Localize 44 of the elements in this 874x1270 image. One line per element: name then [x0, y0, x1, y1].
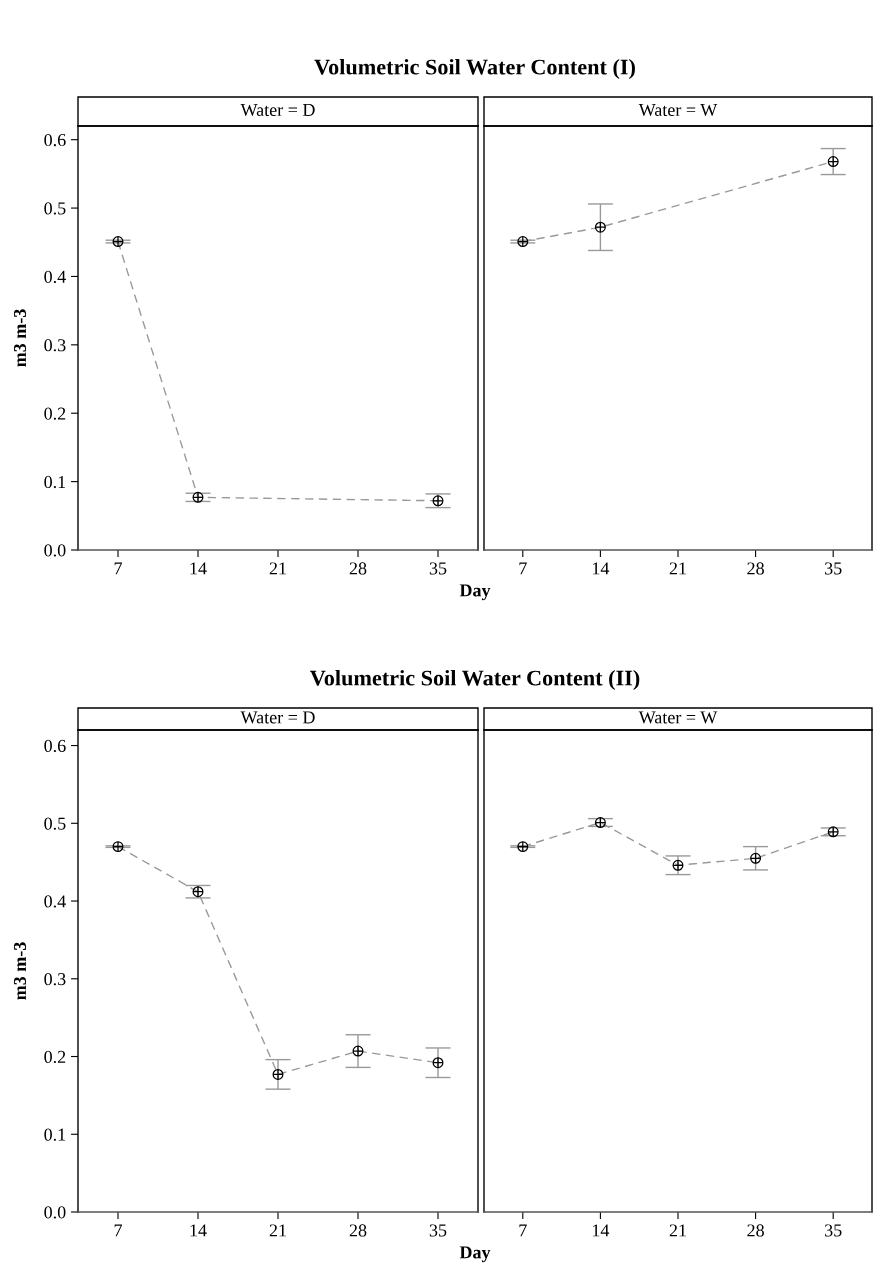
x-tick-label: 21 [669, 1224, 686, 1237]
chart-subtitle: Water = W [638, 104, 718, 117]
x-tick-label: 28 [349, 1224, 367, 1237]
chart-subtitle: Water = D [240, 711, 315, 724]
x-axis-title: Day [459, 1246, 491, 1263]
y-tick-label: 0.2 [44, 1050, 66, 1064]
x-tick-label: 14 [190, 1224, 207, 1237]
x-tick-label: 7 [114, 1224, 122, 1237]
x-tick-label: 7 [519, 562, 527, 575]
chart-subtitle: Water = D [240, 104, 315, 117]
x-tick-label: 35 [825, 1224, 842, 1237]
x-tick-label: 28 [747, 1224, 764, 1237]
y-axis-title: m3 m-3 [13, 309, 27, 367]
y-tick-label: 0.3 [44, 339, 66, 352]
x-tick-label: 14 [190, 562, 207, 575]
y-tick-label: 0.2 [44, 407, 66, 420]
y-tick-label: 0.6 [44, 739, 66, 753]
x-tick-label: 14 [592, 562, 610, 575]
x-tick-label: 7 [519, 1224, 527, 1237]
x-tick-label: 21 [269, 562, 286, 575]
y-tick-label: 0.1 [44, 1128, 66, 1141]
y-tick-label: 0.5 [44, 817, 66, 830]
x-tick-label: 14 [592, 1224, 610, 1237]
y-tick-label: 0.4 [44, 895, 66, 908]
x-tick-label: 35 [825, 562, 842, 575]
x-tick-label: 21 [269, 1224, 286, 1237]
x-tick-label: 28 [349, 562, 367, 575]
y-tick-label: 0.0 [44, 1206, 66, 1219]
y-tick-label: 0.4 [44, 270, 66, 283]
chart-title: Volumetric Soil Water Content (I) [314, 58, 635, 80]
y-tick-label: 0.1 [44, 475, 66, 489]
chart-subtitle: Water = W [638, 711, 718, 724]
x-tick-label: 21 [669, 562, 686, 575]
y-tick-label: 0.6 [44, 133, 66, 147]
y-tick-label: 0.5 [44, 202, 66, 215]
x-axis-title: Day [459, 584, 491, 601]
x-tick-label: 35 [429, 562, 447, 575]
x-tick-label: 28 [747, 562, 764, 575]
y-axis-title: m3 m-3 [13, 942, 27, 1000]
x-tick-label: 7 [114, 562, 122, 575]
x-tick-label: 35 [429, 1224, 447, 1237]
y-tick-label: 0.3 [44, 973, 66, 986]
y-tick-label: 0.0 [44, 544, 66, 557]
chart-title: Volumetric Soil Water Content (II) [310, 669, 640, 691]
